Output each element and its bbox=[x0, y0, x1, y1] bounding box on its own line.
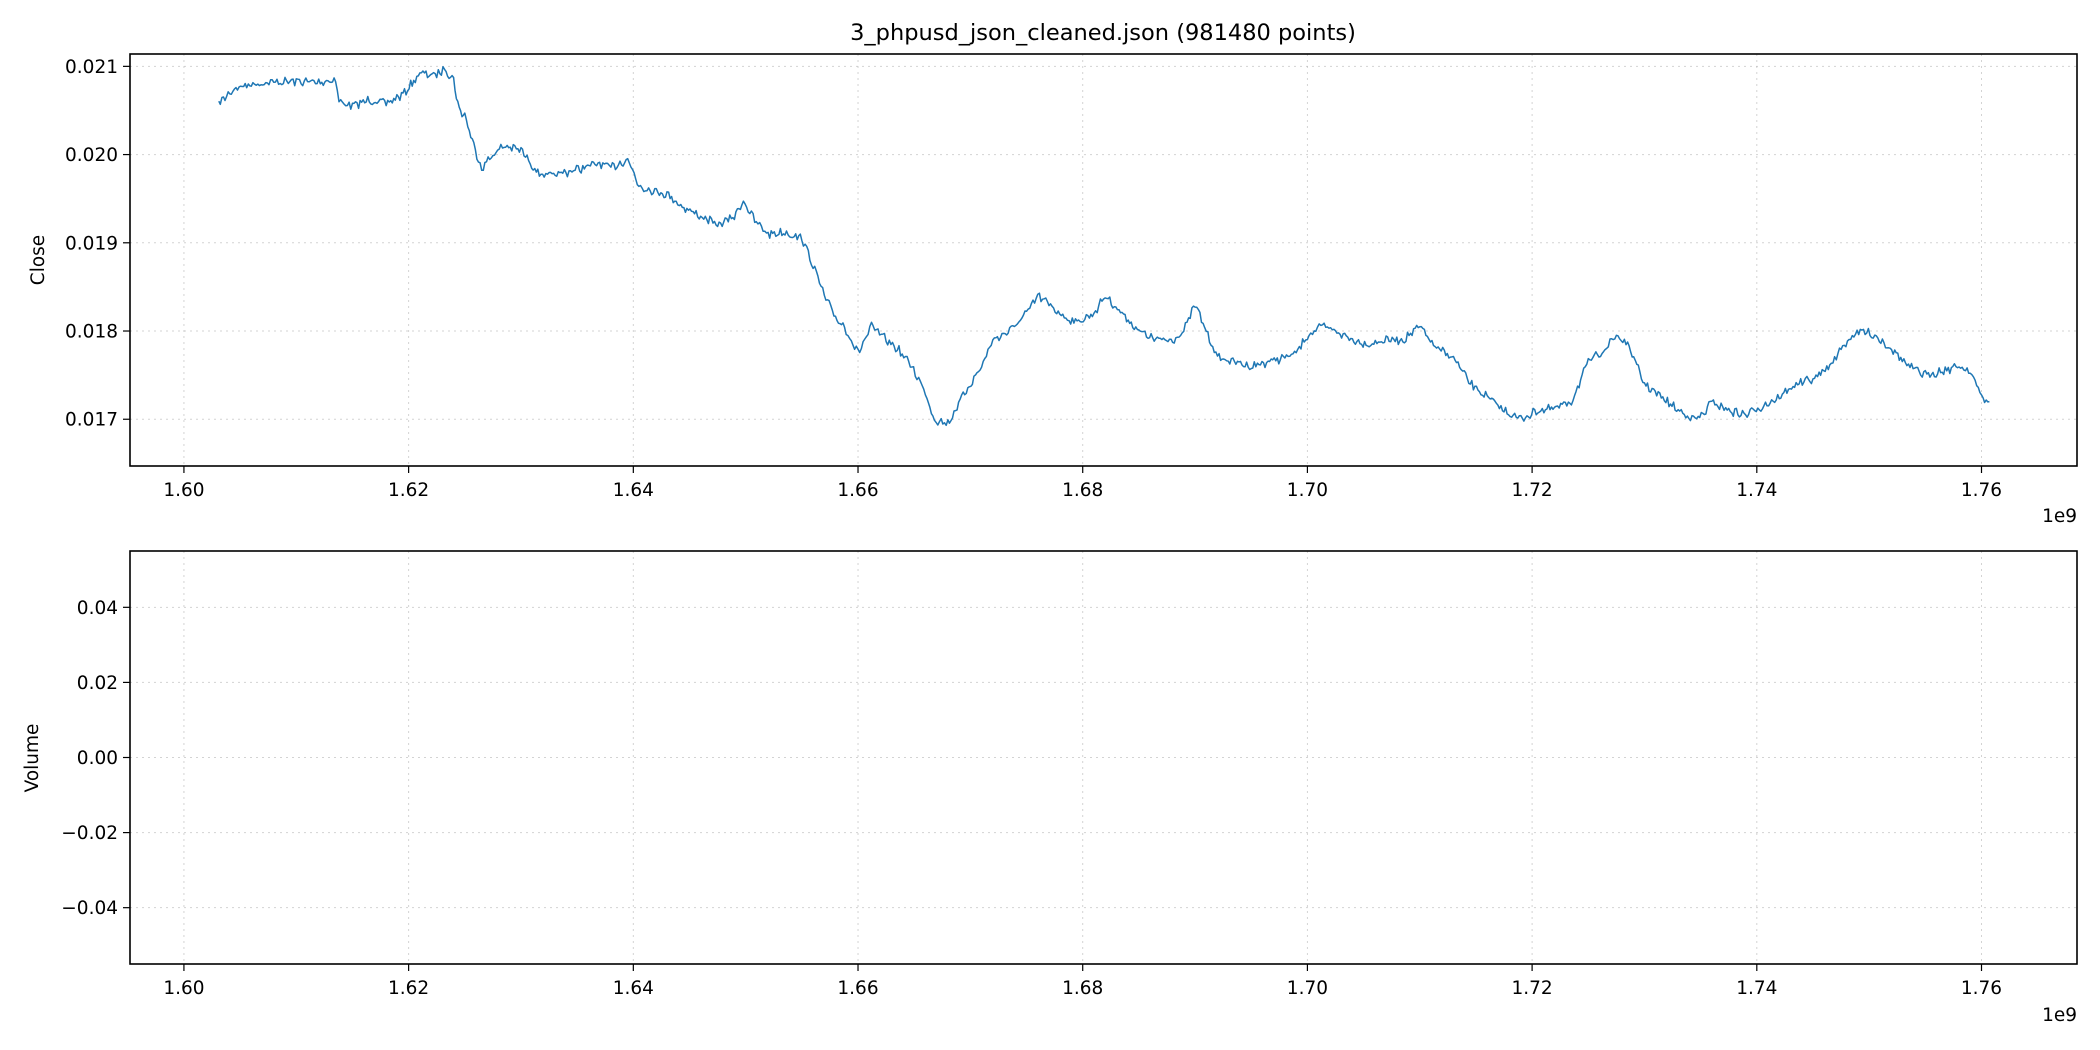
volume-y-tick-label: 0.04 bbox=[77, 598, 118, 619]
close-x-tick-label: 1.62 bbox=[388, 480, 429, 501]
volume-x-tick-label: 1.68 bbox=[1062, 978, 1103, 999]
volume-x-tick-label: 1.62 bbox=[388, 978, 429, 999]
close-y-tick-label: 0.020 bbox=[65, 145, 118, 166]
volume-x-tick-label: 1.70 bbox=[1287, 978, 1328, 999]
close-x-tick-label: 1.70 bbox=[1287, 480, 1328, 501]
close-y-tick-label: 0.018 bbox=[65, 322, 118, 343]
volume-x-ticks: 1.60 1.62 1.64 1.66 1.68 1.70 1.72 1.74 1.76 bbox=[163, 964, 2002, 999]
close-y-axis-label: Close bbox=[28, 235, 49, 285]
volume-y-tick-label: 0.00 bbox=[77, 748, 118, 769]
volume-x-tick-label: 1.74 bbox=[1736, 978, 1777, 999]
close-y-tick-label: 0.017 bbox=[65, 410, 118, 431]
volume-y-axis-label: Volume bbox=[22, 724, 43, 793]
volume-x-tick-label: 1.60 bbox=[163, 978, 204, 999]
close-series bbox=[218, 65, 1990, 427]
close-grid bbox=[130, 54, 2077, 466]
close-x-ticks: 1.60 1.62 1.64 1.66 1.68 1.70 1.72 1.74 1.76 bbox=[163, 466, 2002, 501]
close-x-tick-label: 1.68 bbox=[1062, 480, 1103, 501]
close-axes-frame bbox=[129, 53, 2078, 467]
close-y-tick-label: 0.021 bbox=[65, 57, 118, 78]
volume-panel: 1.60 1.62 1.64 1.66 1.68 1.70 1.72 1.74 1.76 −0.… bbox=[22, 550, 2078, 1026]
close-x-tick-label: 1.66 bbox=[837, 480, 878, 501]
volume-y-tick-label: −0.04 bbox=[61, 898, 118, 919]
close-x-tick-label: 1.74 bbox=[1736, 480, 1777, 501]
close-x-offset-label: 1e9 bbox=[2042, 506, 2077, 527]
volume-y-tick-label: −0.02 bbox=[61, 823, 118, 844]
volume-x-tick-label: 1.76 bbox=[1961, 978, 2002, 999]
volume-x-tick-label: 1.66 bbox=[837, 978, 878, 999]
chart-title: 3_phpusd_json_cleaned.json (981480 point… bbox=[850, 20, 1356, 46]
volume-y-ticks: −0.04 −0.02 0.00 0.02 0.04 bbox=[61, 598, 130, 919]
volume-x-tick-label: 1.64 bbox=[613, 978, 654, 999]
close-series-line bbox=[218, 65, 1990, 427]
volume-x-offset-label: 1e9 bbox=[2042, 1005, 2077, 1026]
close-x-tick-label: 1.64 bbox=[613, 480, 654, 501]
close-x-tick-label: 1.72 bbox=[1512, 480, 1553, 501]
close-x-tick-label: 1.60 bbox=[163, 480, 204, 501]
volume-y-tick-label: 0.02 bbox=[77, 673, 118, 694]
close-price-panel: 1.60 1.62 1.64 1.66 1.68 1.70 1.72 1.74 1.76 0.0… bbox=[28, 53, 2078, 527]
close-y-tick-label: 0.019 bbox=[65, 233, 118, 254]
close-x-tick-label: 1.76 bbox=[1961, 480, 2002, 501]
volume-x-tick-label: 1.72 bbox=[1512, 978, 1553, 999]
volume-grid bbox=[130, 551, 2077, 964]
close-y-ticks: 0.017 0.018 0.019 0.020 0.021 bbox=[65, 57, 130, 431]
